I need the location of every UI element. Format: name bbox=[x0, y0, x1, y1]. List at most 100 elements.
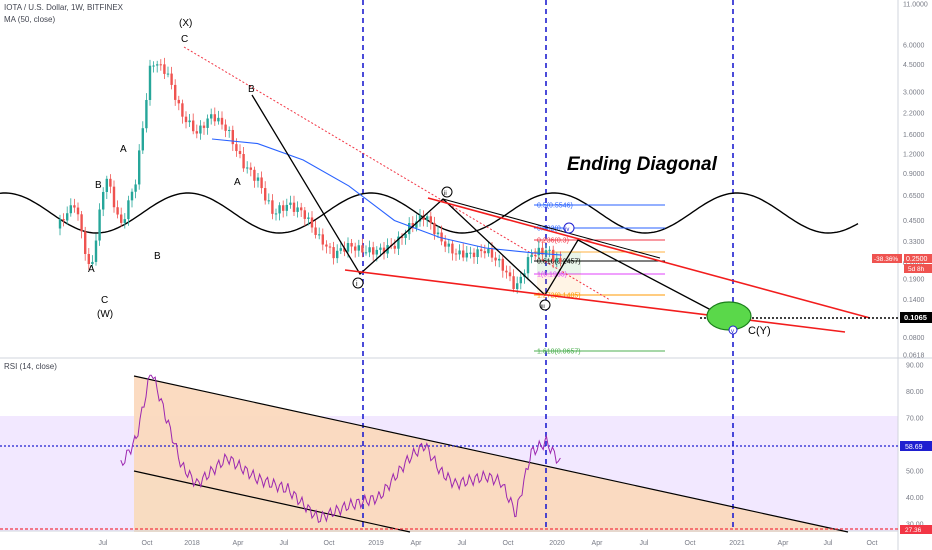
candle bbox=[94, 233, 98, 266]
wave-label-a-lower: A bbox=[88, 264, 95, 275]
candle bbox=[310, 211, 314, 233]
wave-label-c-bottom: C bbox=[101, 295, 108, 306]
candle bbox=[267, 193, 270, 205]
rsi-lower-trendline bbox=[133, 470, 411, 533]
time-tick-label: 2019 bbox=[368, 540, 384, 547]
current-price-tag: -38.36% 0.2500 5d 8h bbox=[872, 254, 932, 273]
rsi-value-tag: 58.69 27.36 bbox=[900, 441, 932, 534]
candle bbox=[264, 181, 267, 205]
candle bbox=[127, 195, 130, 226]
candle bbox=[364, 245, 368, 256]
rsi-current-label: 58.69 bbox=[905, 444, 923, 451]
candle bbox=[379, 243, 382, 257]
candle bbox=[166, 66, 170, 78]
candle bbox=[368, 240, 371, 258]
candle bbox=[231, 125, 234, 151]
candle bbox=[213, 107, 216, 126]
candle bbox=[278, 202, 281, 221]
price-tick-label: 0.0618 bbox=[903, 353, 925, 360]
wave-circle-iv: iv bbox=[563, 222, 575, 234]
wave-label-a-right: A bbox=[234, 177, 241, 188]
time-tick-label: Oct bbox=[685, 540, 696, 547]
time-tick-label: Jul bbox=[280, 540, 289, 547]
candle bbox=[130, 188, 134, 208]
candle bbox=[328, 243, 332, 255]
price-tick-label: 6.0000 bbox=[903, 43, 925, 50]
time-tick-label: Oct bbox=[324, 540, 335, 547]
candle bbox=[156, 60, 159, 73]
rsi-tick-label: 40.00 bbox=[906, 495, 924, 502]
time-tick-label: 2021 bbox=[729, 540, 745, 547]
candle bbox=[505, 265, 508, 279]
candle bbox=[429, 211, 432, 230]
diagonal-lower-line bbox=[344, 269, 846, 333]
time-tick-label: 2018 bbox=[184, 540, 200, 547]
candle bbox=[134, 179, 137, 199]
candle bbox=[184, 111, 188, 129]
candle bbox=[163, 57, 166, 79]
candle bbox=[102, 187, 105, 217]
time-tick-label: Oct bbox=[503, 540, 514, 547]
time-tick-label: Jul bbox=[640, 540, 649, 547]
candle bbox=[253, 166, 256, 188]
candle bbox=[544, 244, 548, 261]
candle bbox=[494, 251, 497, 267]
wave-circle-i: i bbox=[352, 277, 364, 289]
candle bbox=[159, 59, 162, 71]
candle bbox=[292, 195, 296, 216]
candle bbox=[148, 59, 152, 106]
candle bbox=[249, 162, 252, 177]
candle bbox=[552, 245, 555, 269]
candle bbox=[559, 251, 562, 267]
candle bbox=[206, 114, 209, 135]
candle bbox=[411, 216, 414, 233]
candle bbox=[534, 248, 537, 260]
candle bbox=[462, 243, 465, 262]
candle bbox=[469, 246, 472, 259]
time-tick-label: 2020 bbox=[549, 540, 565, 547]
wave-label-w: (W) bbox=[97, 309, 113, 320]
candle bbox=[66, 206, 69, 225]
candle bbox=[426, 213, 429, 227]
candle bbox=[476, 246, 479, 265]
candle bbox=[123, 213, 126, 229]
candle bbox=[62, 213, 65, 227]
candle bbox=[458, 244, 461, 260]
wave-circle-v: v bbox=[728, 325, 738, 335]
candle bbox=[472, 248, 476, 264]
ma-legend: MA (50, close) bbox=[4, 15, 56, 24]
target-price-label: 0.1065 bbox=[904, 313, 927, 322]
candle bbox=[530, 249, 533, 264]
time-tick-label: Oct bbox=[142, 540, 153, 547]
price-tick-label: 1.2000 bbox=[903, 152, 925, 159]
candle bbox=[109, 174, 112, 194]
candle bbox=[238, 144, 242, 159]
candle bbox=[170, 66, 173, 90]
candle bbox=[451, 240, 454, 261]
candle bbox=[202, 121, 206, 135]
candle bbox=[141, 121, 144, 154]
candle bbox=[199, 120, 202, 140]
candle bbox=[220, 111, 224, 130]
wave-label-x: (X) bbox=[179, 18, 192, 29]
wave-circle-iii: iii bbox=[539, 299, 551, 311]
price-tick-label: 1.6000 bbox=[903, 132, 925, 139]
candle bbox=[145, 93, 148, 133]
change-percent-label: -38.36% bbox=[874, 256, 898, 263]
candle bbox=[217, 110, 220, 125]
candle bbox=[548, 246, 551, 258]
target-price-tag: 0.1065 bbox=[900, 312, 932, 323]
rsi-tick-label: 70.00 bbox=[906, 416, 924, 423]
wave-structure-lines bbox=[251, 94, 731, 321]
candle bbox=[112, 180, 116, 213]
candle bbox=[537, 240, 540, 259]
candle bbox=[321, 228, 324, 251]
candle bbox=[188, 113, 191, 127]
candle bbox=[354, 242, 357, 258]
candle bbox=[84, 226, 87, 261]
candle bbox=[400, 233, 404, 245]
wave-label-c-top: C bbox=[181, 34, 188, 45]
candle bbox=[289, 195, 292, 209]
